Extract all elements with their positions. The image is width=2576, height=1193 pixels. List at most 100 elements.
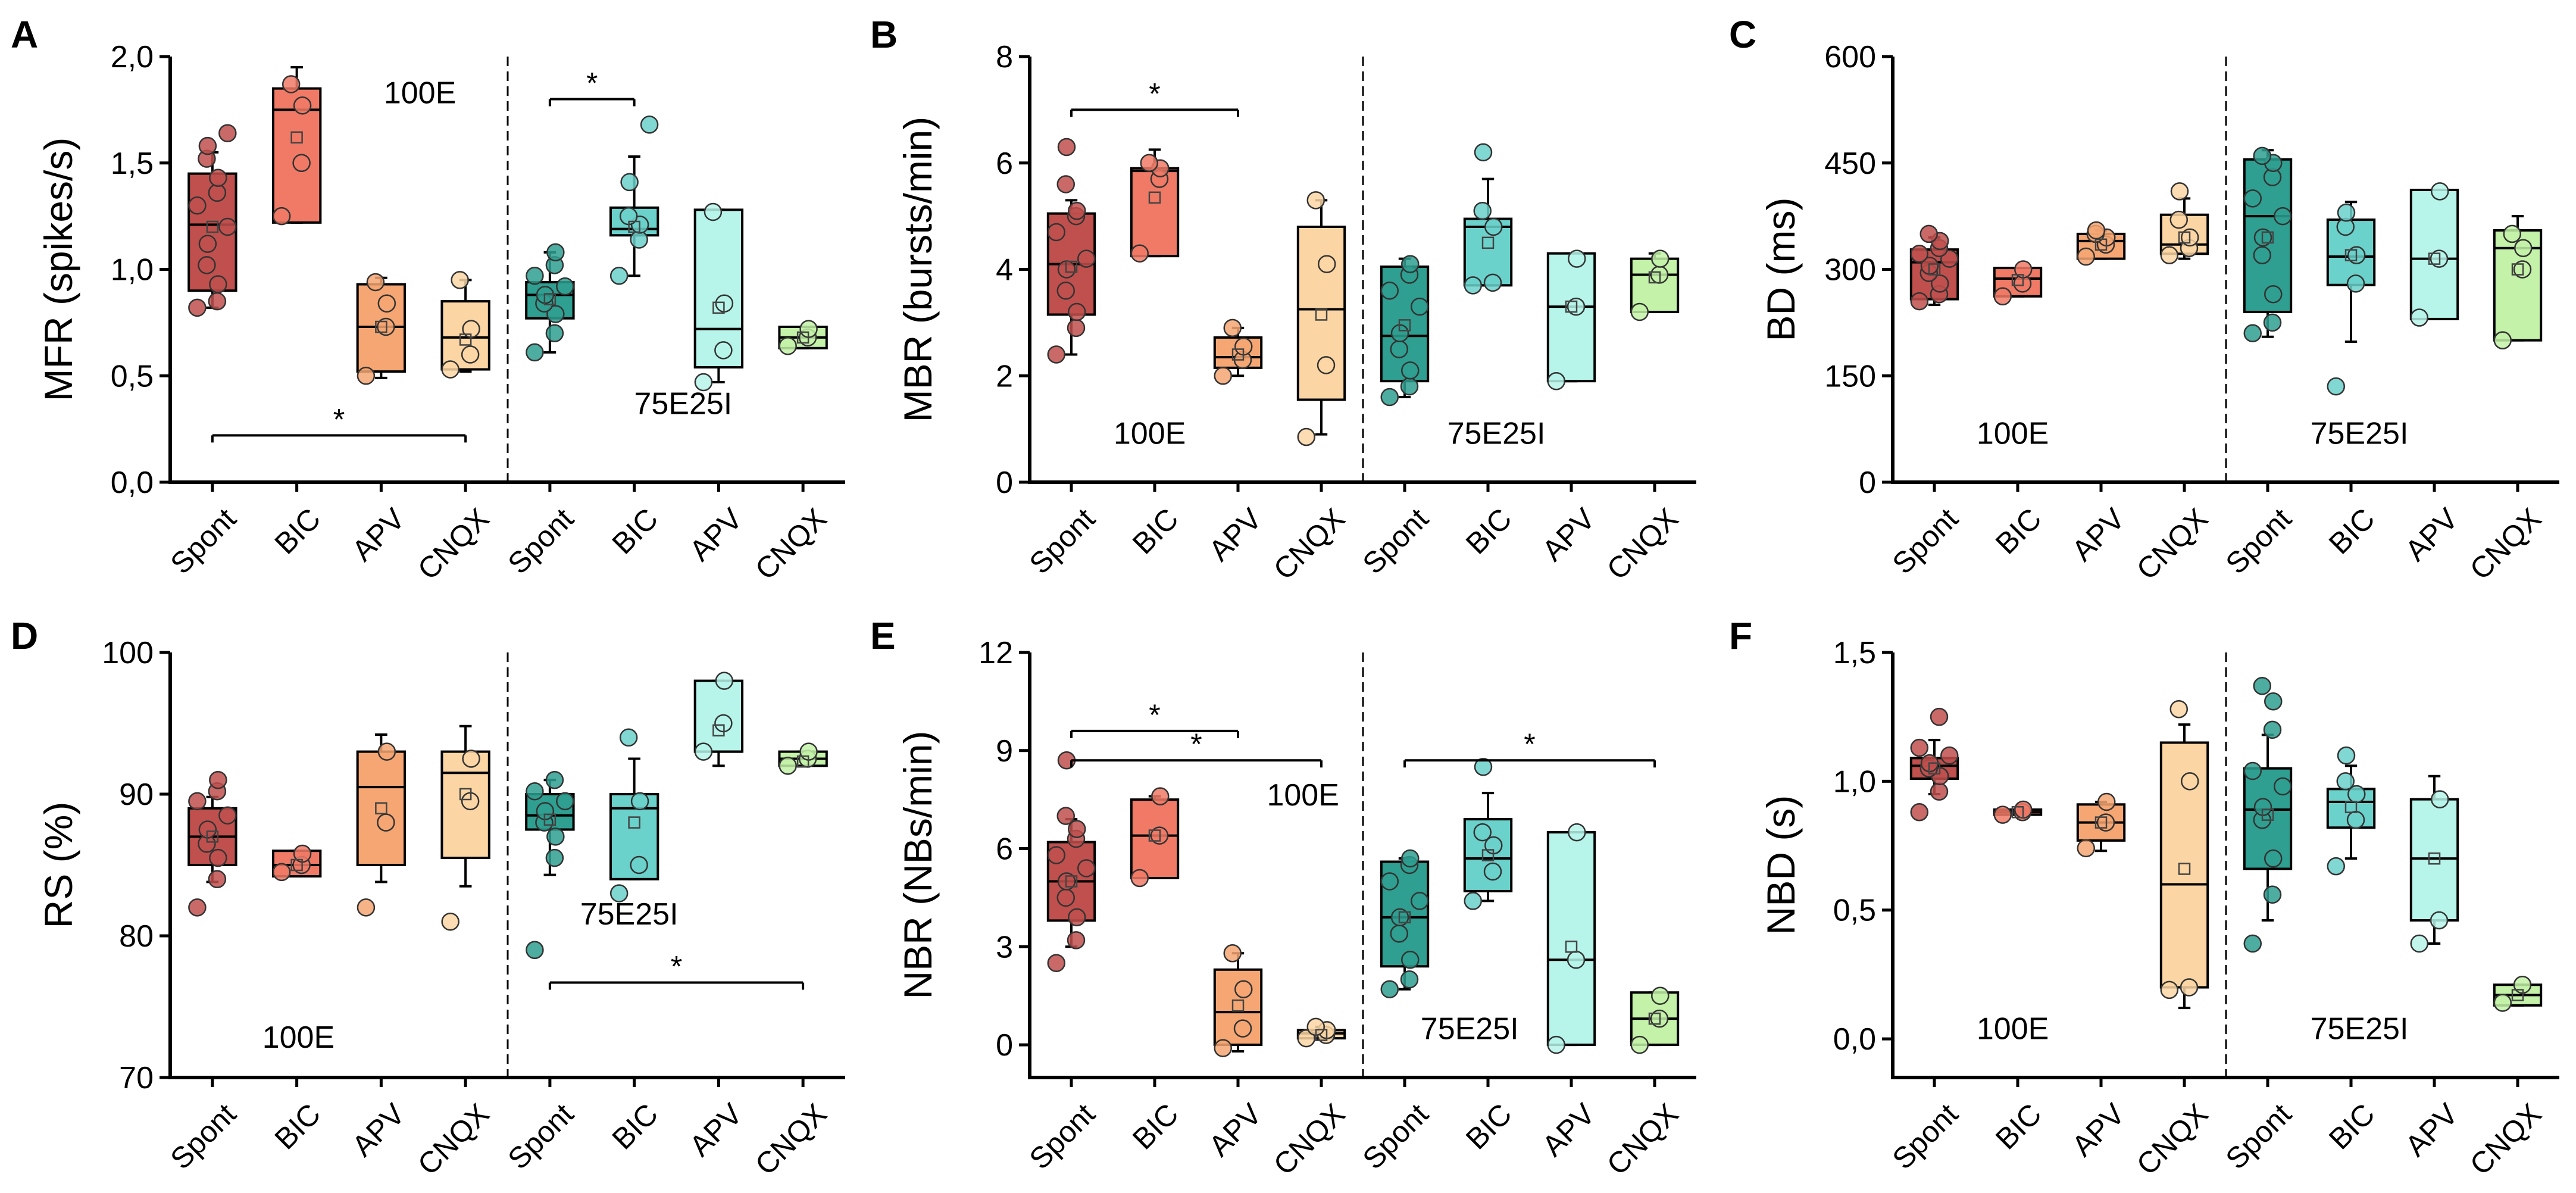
- box-spont: [525, 243, 575, 362]
- mean-marker: [1315, 1029, 1328, 1041]
- x-tick-label: APV: [2399, 1097, 2465, 1163]
- data-point: [272, 863, 291, 882]
- data-point: [2503, 224, 2522, 243]
- data-point: [640, 115, 659, 134]
- box-spont: [187, 124, 237, 317]
- y-axis-label: NBD (s): [1759, 795, 1803, 935]
- box-apv: [2409, 774, 2459, 953]
- y-tick-label: 1,5: [111, 146, 154, 181]
- data-point: [2346, 811, 2365, 829]
- mean-marker: [1315, 308, 1328, 321]
- x-tick-label: APV: [1202, 501, 1268, 567]
- box-body: [356, 750, 407, 866]
- data-point: [1547, 371, 1566, 391]
- mean-marker: [290, 858, 303, 872]
- data-point: [1483, 862, 1502, 881]
- mean-marker: [2178, 863, 2191, 875]
- x-tick-label: Spont: [2219, 1097, 2298, 1176]
- data-point: [1067, 820, 1086, 838]
- data-point: [188, 792, 207, 811]
- box-spont: [2243, 677, 2293, 953]
- x-tick-label: BIC: [1126, 502, 1185, 561]
- mean-marker: [1231, 999, 1245, 1012]
- data-point: [545, 770, 564, 789]
- y-tick-label: 2: [996, 359, 1013, 393]
- mean-marker: [459, 788, 472, 801]
- box-spont: [1046, 138, 1096, 364]
- data-point: [609, 884, 629, 902]
- x-tick-label: APV: [683, 501, 749, 567]
- mean-marker: [2011, 806, 2024, 819]
- data-point: [209, 168, 227, 188]
- data-point: [526, 782, 544, 801]
- box-body: [2409, 798, 2459, 922]
- y-tick-label: 90: [119, 777, 154, 812]
- group-label: 75E25I: [580, 897, 679, 932]
- mean-marker: [712, 301, 725, 314]
- box-bic: [271, 844, 322, 882]
- data-point: [545, 848, 564, 867]
- mean-marker: [796, 331, 809, 344]
- data-point: [2493, 994, 2512, 1012]
- data-point: [2410, 308, 2429, 327]
- mean-marker: [1065, 875, 1078, 888]
- box-cnqx: [2493, 975, 2543, 1012]
- data-point: [1380, 388, 1399, 407]
- data-point: [1130, 244, 1149, 263]
- y-tick-label: 100: [102, 636, 154, 670]
- x-tick-label: CNQX: [411, 502, 496, 586]
- x-tick-label: BIC: [1989, 1097, 2048, 1156]
- x-tick-label: Spont: [164, 1097, 242, 1176]
- data-point: [779, 757, 797, 775]
- data-point: [1993, 287, 2012, 306]
- x-tick-label: CNQX: [2464, 1097, 2548, 1182]
- significance-star: *: [1149, 698, 1160, 732]
- x-tick-label: CNQX: [749, 502, 833, 586]
- mean-marker: [206, 220, 219, 233]
- box-bic: [2326, 201, 2376, 396]
- significance-star: *: [333, 402, 345, 436]
- box-apv: [1546, 249, 1596, 391]
- y-tick-label: 0,5: [111, 359, 154, 393]
- y-tick-label: 600: [1824, 40, 1876, 74]
- data-point: [208, 870, 227, 889]
- mean-marker: [290, 131, 303, 144]
- x-tick-label: BIC: [1459, 502, 1518, 561]
- x-tick-label: Spont: [2219, 502, 2298, 580]
- y-axis-label: RS (%): [36, 802, 80, 929]
- box-apv: [1546, 823, 1596, 1054]
- mean-marker: [1565, 941, 1578, 953]
- data-point: [1380, 980, 1399, 998]
- data-point: [1047, 345, 1066, 364]
- y-tick-label: 1,0: [1833, 764, 1876, 799]
- data-point: [1567, 823, 1586, 842]
- significance-star: *: [1149, 77, 1160, 110]
- mean-marker: [1148, 829, 1161, 842]
- data-point: [1400, 849, 1420, 868]
- data-point: [1910, 803, 1929, 822]
- data-point: [1047, 223, 1066, 242]
- significance-star: *: [1524, 727, 1535, 761]
- data-point: [704, 202, 723, 221]
- box-spont: [1909, 707, 1959, 822]
- mean-marker: [712, 724, 725, 737]
- data-point: [609, 266, 629, 285]
- data-point: [209, 770, 227, 789]
- box-cnqx: [778, 320, 828, 355]
- x-tick-label: APV: [2065, 501, 2131, 567]
- y-tick-label: 1,0: [111, 253, 154, 288]
- box-spont: [1046, 751, 1096, 973]
- data-point: [2243, 324, 2262, 342]
- mean-marker: [1481, 849, 1495, 861]
- mean-marker: [2511, 263, 2524, 276]
- data-point: [218, 124, 237, 142]
- mean-marker: [543, 813, 557, 826]
- data-point: [1380, 872, 1399, 891]
- mean-marker: [206, 830, 219, 843]
- y-tick-label: 2,0: [111, 40, 154, 74]
- box-spont: [1909, 224, 1959, 311]
- data-point: [2493, 331, 2512, 349]
- data-point: [1317, 255, 1336, 273]
